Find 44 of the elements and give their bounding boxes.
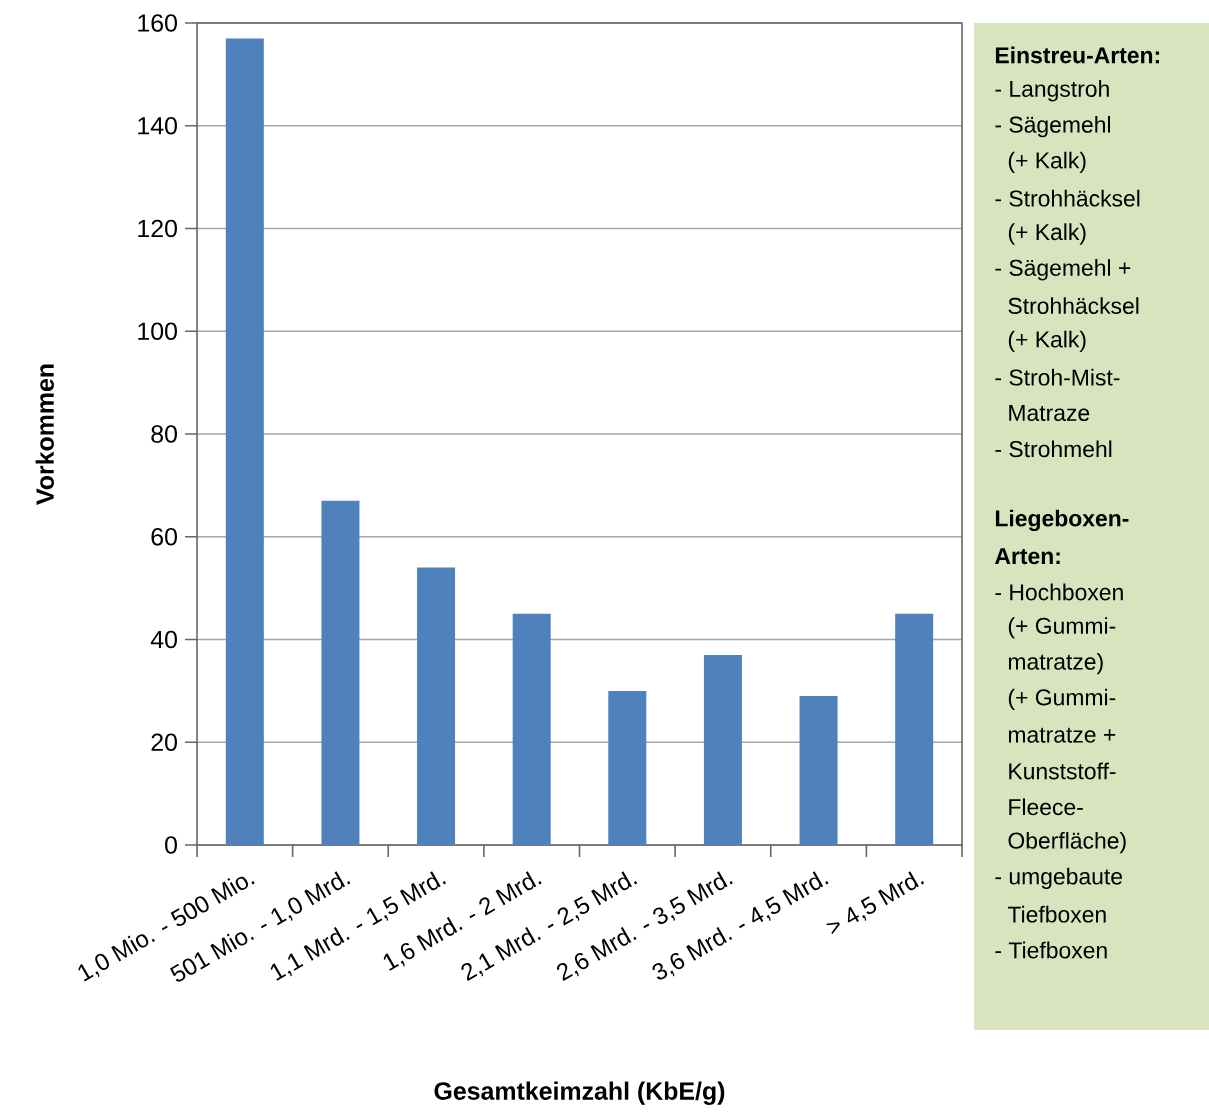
- text: (+ Kalk): [1008, 330, 1086, 353]
- text: - umgebaute: [995, 867, 1123, 890]
- text: - Hochboxen: [995, 583, 1123, 601]
- text: Tiefboxen: [1007, 905, 1106, 923]
- text: (+ Kalk): [1008, 151, 1086, 174]
- text: Matraze: [1009, 405, 1090, 421]
- y-tick-label: 160: [138, 14, 177, 32]
- bar: [512, 613, 551, 845]
- bar: [417, 567, 456, 845]
- y-tick-label: 120: [138, 219, 177, 238]
- x-axis-title: Gesamtkeimzahl (KbE/g): [434, 1081, 725, 1105]
- text: - Tiefboxen: [995, 941, 1107, 959]
- y-tick-label: 40: [150, 630, 177, 649]
- text: matratze +: [1008, 727, 1116, 743]
- y-tick-label: 100: [138, 322, 177, 341]
- text: Fleece-: [1009, 798, 1083, 816]
- text: Kunststoff-: [1009, 762, 1116, 780]
- y-axis-title: Vorkommen: [35, 364, 54, 505]
- y-tick-label: 80: [151, 425, 177, 443]
- text: Einstreu-Arten:: [995, 46, 1159, 64]
- text: (+ Kalk): [1008, 223, 1086, 245]
- text: (+ Gummi-: [1008, 617, 1116, 639]
- y-tick-label: 140: [138, 116, 177, 135]
- text: - Langstroh: [995, 80, 1109, 102]
- text: matratze): [1008, 652, 1103, 675]
- text: - Strohhäcksel: [995, 189, 1140, 207]
- bar: [321, 500, 360, 845]
- text: - Strohmehl: [995, 440, 1112, 458]
- text: Strohhäcksel: [1008, 297, 1139, 314]
- text: Liegeboxen-: [995, 509, 1129, 532]
- text: Oberfläche): [1008, 831, 1126, 854]
- y-tick-label: 0: [165, 836, 177, 854]
- text: - Stroh-Mist-: [995, 368, 1120, 386]
- text: - Sägemehl: [995, 115, 1111, 138]
- bar: [895, 613, 934, 845]
- y-tick-label: 60: [151, 527, 177, 546]
- text: (+ Gummi-: [1008, 688, 1116, 711]
- bar: [225, 38, 264, 845]
- bar: [703, 654, 742, 845]
- bar: [799, 696, 838, 845]
- text: Arten:: [994, 548, 1060, 565]
- y-tick-label: 20: [151, 733, 177, 752]
- bar: [608, 690, 647, 845]
- text: - Sägemehl +: [995, 259, 1131, 281]
